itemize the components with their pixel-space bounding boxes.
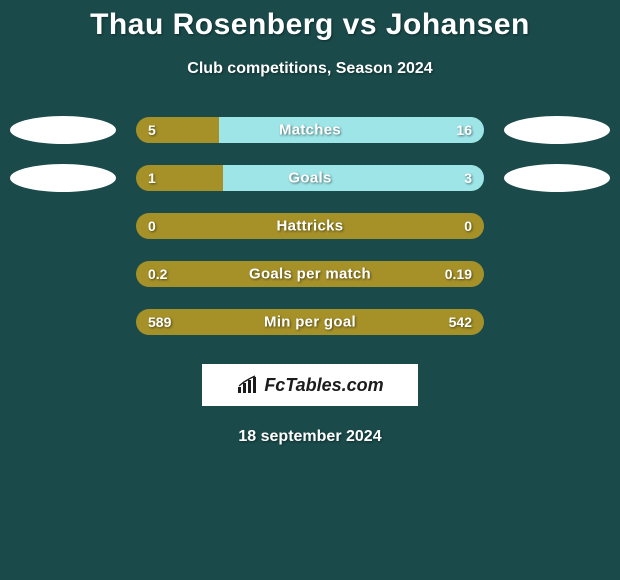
bar-value-right: 0 — [464, 218, 472, 234]
bar-segment-right — [223, 165, 484, 191]
player-oval-right — [504, 116, 610, 144]
comparison-rows: 5 16 Matches 1 3 Goals 0 0 Hattricks 0.2 0.19 Goals… — [0, 116, 620, 336]
bar-value-left: 0 — [148, 218, 156, 234]
bar-value-right: 3 — [464, 170, 472, 186]
date-text: 18 september 2024 — [0, 428, 620, 446]
bar-value-right: 0.19 — [445, 266, 472, 282]
infographic-container: Thau Rosenberg vs Johansen Club competit… — [0, 0, 620, 446]
comparison-row: 0 0 Hattricks — [0, 212, 620, 240]
comparison-row: 589 542 Min per goal — [0, 308, 620, 336]
bar-label: Goals per match — [249, 266, 371, 283]
bar-value-left: 0.2 — [148, 266, 167, 282]
bar-segment-right — [219, 117, 484, 143]
stat-bar: 0.2 0.19 Goals per match — [136, 261, 484, 287]
bar-value-left: 1 — [148, 170, 156, 186]
bar-value-left: 589 — [148, 314, 171, 330]
bar-value-right: 542 — [449, 314, 472, 330]
player-oval-left — [10, 164, 116, 192]
page-subtitle: Club competitions, Season 2024 — [0, 60, 620, 78]
bar-value-left: 5 — [148, 122, 156, 138]
bar-label: Hattricks — [277, 218, 344, 235]
stat-bar: 589 542 Min per goal — [136, 309, 484, 335]
page-title: Thau Rosenberg vs Johansen — [0, 8, 620, 42]
bar-value-right: 16 — [456, 122, 472, 138]
player-oval-right — [504, 164, 610, 192]
stat-bar: 5 16 Matches — [136, 117, 484, 143]
logo-text: FcTables.com — [264, 375, 383, 396]
comparison-row: 1 3 Goals — [0, 164, 620, 192]
player-oval-left — [10, 116, 116, 144]
stat-bar: 1 3 Goals — [136, 165, 484, 191]
bar-label: Min per goal — [264, 314, 356, 331]
bar-label: Matches — [279, 122, 341, 139]
comparison-row: 0.2 0.19 Goals per match — [0, 260, 620, 288]
site-logo: FcTables.com — [202, 364, 418, 406]
bar-label: Goals — [288, 170, 331, 187]
stat-bar: 0 0 Hattricks — [136, 213, 484, 239]
comparison-row: 5 16 Matches — [0, 116, 620, 144]
bar-chart-icon — [236, 375, 260, 395]
